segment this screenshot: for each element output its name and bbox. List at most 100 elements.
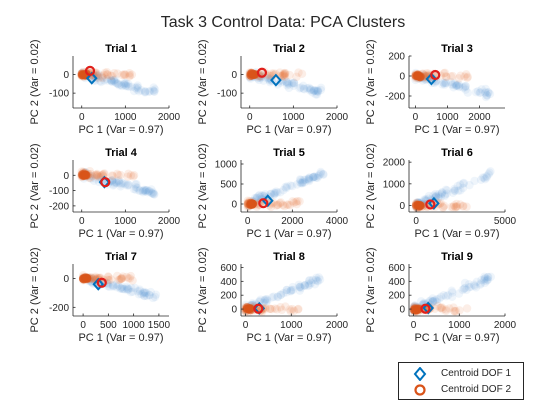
data-point-dof1 [131,185,140,194]
data-point-dof1 [458,183,468,193]
data-point-dof1 [292,180,302,189]
data-point-dof1 [443,291,453,300]
data-point-dof2 [297,69,307,79]
data-point-dof2 [90,171,100,180]
data-point-dof2 [120,70,129,80]
data-point-dof1 [282,182,292,191]
y-tick-label: -200 [385,92,405,103]
data-point-dof1 [435,294,444,303]
data-point-dof1 [116,182,125,191]
data-point-dof1 [469,280,479,289]
data-point-dof1 [454,82,464,92]
data-point-dof2-dense [81,273,91,282]
data-point-dof2 [284,200,293,209]
panel-trial-3: 0 1000 2000 -200 0 200 Trial 3 PC 1 (Var = 0.97… [365,39,505,136]
data-point-dof1 [314,171,323,181]
data-point-dof1 [261,295,270,304]
data-point-dof1 [109,281,118,291]
data-point-dof1 [295,282,304,292]
data-point-dof1 [112,178,121,188]
data-point-dof2 [441,306,451,316]
data-point-dof2 [103,70,112,79]
x-tick-label: 2000 [468,112,491,123]
y-tick-label: 0 [399,201,405,212]
data-point-dof2 [463,72,472,81]
data-point-dof1 [316,169,326,178]
data-point-dof1 [279,186,288,195]
legend-item-dof1: Centroid DOF 1 [399,366,523,382]
data-point-dof1 [313,85,322,95]
legend-label: Centroid DOF 1 [441,368,512,379]
data-point-dof1 [110,178,119,187]
data-point-dof1 [114,176,124,185]
data-point-dof2 [91,170,101,179]
data-point-dof1 [150,292,160,302]
data-point-dof1 [139,288,148,297]
data-point-dof1 [268,293,277,302]
data-point-dof1 [261,298,271,307]
x-axis-label: PC 1 (Var = 0.97) [78,228,163,240]
data-point-dof2 [113,69,122,78]
data-point-dof1 [118,282,127,292]
centroid-dof2-marker [100,177,111,188]
legend-label: Centroid DOF 2 [441,384,512,395]
panel-trial-1: 0 1000 2000 -100 0 Trial 1 PC 1 (Var = 0.97) PC… [29,39,181,136]
data-point-dof1 [127,283,136,293]
data-point-dof1 [462,285,471,295]
data-point-dof2 [455,200,465,209]
data-point-dof1 [309,86,318,95]
data-point-dof1 [300,281,310,290]
data-point-dof1 [438,80,447,89]
data-point-dof1 [260,295,269,305]
data-point-dof1 [134,87,144,96]
data-point-dof1 [286,286,295,295]
data-point-dof1 [276,188,285,197]
data-point-dof1 [282,288,291,297]
data-point-dof1 [434,189,443,199]
data-point-dof2 [265,304,275,314]
data-point-dof2 [437,303,447,312]
data-point-dof2 [436,303,446,313]
data-point-dof1 [107,76,116,85]
data-point-dof1 [295,175,305,184]
data-point-dof1 [114,177,123,186]
data-point-dof1 [307,278,316,288]
data-point-dof2 [281,68,290,78]
data-point-dof2 [277,305,287,315]
data-point-dof1 [459,178,469,188]
data-point-dof1 [119,80,129,89]
x-tick-label: 1500 [148,320,171,331]
panel-title: Trial 3 [441,43,473,55]
data-point-dof1 [441,185,451,194]
y-tick-label: 0 [231,200,237,211]
x-tick-label: 0 [413,112,419,123]
data-point-dof1 [141,288,150,298]
data-point-dof2 [288,304,297,314]
data-point-dof2 [125,69,134,78]
data-point-dof2 [93,171,102,180]
data-point-dof2 [127,70,137,79]
data-point-dof2 [281,302,290,311]
data-point-dof1 [448,188,458,197]
data-point-dof2 [280,70,289,79]
data-point-dof1 [121,81,131,91]
data-point-dof2 [117,273,127,283]
data-point-dof1 [257,191,266,200]
data-point-dof1 [314,273,324,282]
data-point-dof1 [312,273,321,282]
data-point-dof1 [485,89,495,99]
data-point-dof1 [116,80,125,89]
x-tick-label: 0 [411,320,417,331]
data-point-dof2-dense [414,72,423,81]
data-point-dof1 [421,196,431,205]
data-point-dof1 [460,283,470,293]
data-point-dof2 [449,303,458,312]
data-point-dof1 [439,79,449,88]
centroid-dof1-marker [425,72,438,86]
data-point-dof1 [151,290,161,299]
data-point-dof1 [476,175,486,184]
data-point-dof1 [273,292,282,302]
data-point-dof2 [280,201,289,211]
panel-trial-6: 0 5000 0 1000 2000 Trial 6 PC 1 (Var = 0.97) PC… [365,143,517,240]
data-point-dof1 [309,86,319,95]
